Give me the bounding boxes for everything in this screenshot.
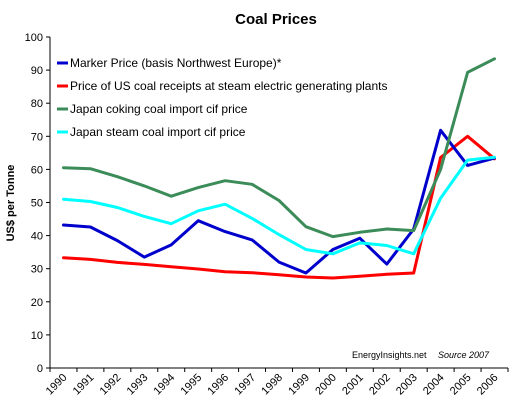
x-tick-label: 1991 xyxy=(71,372,97,398)
y-tick-label: 30 xyxy=(31,264,43,276)
x-tick-label: 2005 xyxy=(448,372,474,398)
x-tick-label: 2000 xyxy=(313,372,339,398)
x-tick-label: 2002 xyxy=(367,372,393,398)
x-tick-label: 2001 xyxy=(340,372,366,398)
series-line-2 xyxy=(62,57,496,239)
y-tick-label: 80 xyxy=(31,98,43,110)
x-tick-label: 1998 xyxy=(259,372,285,398)
series-line-3 xyxy=(62,155,496,256)
y-tick-label: 0 xyxy=(37,363,43,375)
series-line-0 xyxy=(62,128,496,275)
annotation-site: EnergyInsights.net xyxy=(352,350,427,360)
y-tick-label: 60 xyxy=(31,164,43,176)
x-tick-label: 1993 xyxy=(125,372,151,398)
y-tick-label: 90 xyxy=(31,65,43,77)
y-tick-label: 40 xyxy=(31,231,43,243)
x-tick-label: 2003 xyxy=(394,372,420,398)
x-tick-label: 2004 xyxy=(421,372,447,398)
x-tick-label: 1990 xyxy=(44,372,70,398)
y-axis-title: US$ per Tonne xyxy=(5,165,17,242)
legend: Marker Price (basis Northwest Europe)* Pr… xyxy=(57,56,387,139)
x-tick-label: 1996 xyxy=(205,372,231,398)
x-tick-label: 2006 xyxy=(475,372,501,398)
x-tick-label: 1995 xyxy=(178,372,204,398)
y-tick-label: 100 xyxy=(25,32,43,44)
legend-entry: Price of US coal receipts at steam elect… xyxy=(70,79,387,93)
y-tick-label: 10 xyxy=(31,330,43,342)
series-group xyxy=(62,57,496,280)
y-tick-label: 20 xyxy=(31,297,43,309)
y-tick-label: 50 xyxy=(31,198,43,210)
chart-title: Coal Prices xyxy=(235,11,317,28)
x-tick-label: 1997 xyxy=(232,372,258,398)
annotation-source: Source 2007 xyxy=(438,350,490,360)
y-tick-label: 70 xyxy=(31,131,43,143)
legend-entry: Japan steam coal import cif price xyxy=(70,125,246,139)
legend-entry: Japan coking coal import cif price xyxy=(70,102,248,116)
x-tick-label: 1992 xyxy=(98,372,124,398)
series-line-1 xyxy=(62,134,496,280)
legend-entry: Marker Price (basis Northwest Europe)* xyxy=(70,56,282,70)
x-tick-label: 1999 xyxy=(286,372,312,398)
x-tick-label: 1994 xyxy=(152,372,178,398)
